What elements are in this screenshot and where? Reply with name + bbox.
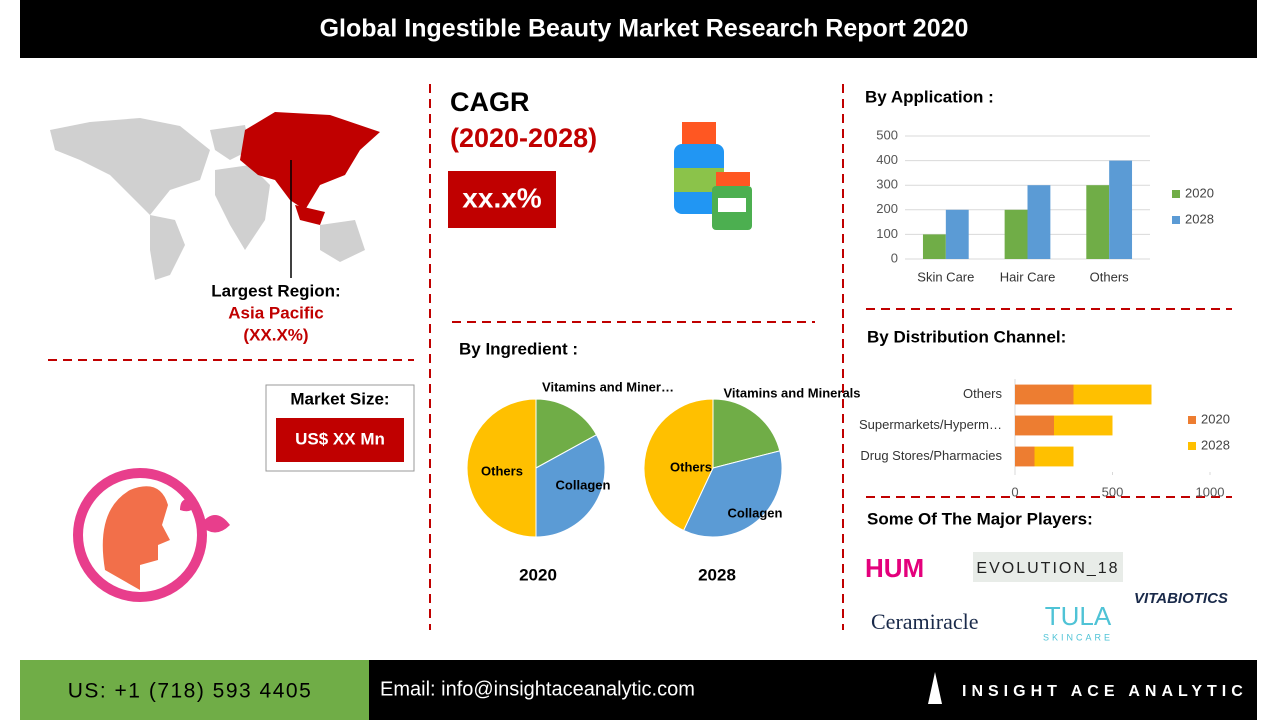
y-tick-label: Others	[963, 386, 1003, 401]
x-tick-label: Others	[1090, 269, 1130, 284]
cagr-period: (2020-2028)	[450, 123, 597, 153]
x-tick-label: 500	[1102, 484, 1124, 499]
footer-bg	[369, 660, 1257, 720]
pie-slice	[466, 398, 537, 538]
y-tick-label: 0	[891, 250, 898, 265]
pie-title: 2020	[519, 565, 557, 584]
cagr-label: CAGR	[450, 87, 530, 117]
market-size-label: Market Size:	[290, 389, 389, 408]
pie-slice	[535, 398, 598, 469]
bar	[1004, 209, 1028, 259]
section-title: By Ingredient :	[459, 339, 578, 358]
bar	[1109, 160, 1133, 259]
footer-brand: INSIGHT ACE ANALYTIC	[962, 683, 1248, 700]
slice-label: Collagen	[728, 505, 783, 520]
cagr-value: xx.x%	[462, 182, 541, 213]
pie-slice	[535, 434, 606, 538]
pie-slice	[712, 398, 781, 469]
bar	[1073, 384, 1152, 405]
player-logo: Ceramiracle	[871, 609, 979, 634]
bottle-icon	[674, 122, 752, 230]
slice-label: Vitamins and Minerals	[723, 385, 860, 400]
pie-title: 2028	[698, 565, 736, 584]
y-tick-label: 200	[876, 201, 898, 216]
x-tick-label: 0	[1011, 484, 1018, 499]
y-tick-label: Drug Stores/Pharmacies	[860, 448, 1002, 463]
x-tick-label: Skin Care	[917, 269, 974, 284]
legend-label: 2028	[1201, 437, 1230, 452]
slice-label: Others	[481, 463, 523, 478]
pie-slice	[643, 398, 714, 532]
bar	[945, 209, 969, 259]
beauty-logo	[73, 468, 230, 602]
x-tick-label: Hair Care	[1000, 269, 1056, 284]
legend-label: 2020	[1201, 411, 1230, 426]
y-tick-label: 400	[876, 152, 898, 167]
bar	[1034, 446, 1074, 467]
player-badge	[973, 552, 1123, 582]
player-logo: TULA	[1045, 601, 1112, 631]
y-tick-label: Supermarkets/Hyperm…	[859, 417, 1002, 432]
region-name: Asia Pacific	[228, 303, 323, 322]
slice-label: Vitamins and Miner…	[542, 379, 674, 394]
player-logo: VITABIOTICS	[1134, 590, 1228, 607]
header-bar	[20, 0, 1257, 58]
y-tick-label: 100	[876, 226, 898, 241]
pie-slice	[682, 450, 783, 538]
region-label: Largest Region:	[211, 281, 340, 300]
footer-phone: US: +1 (718) 593 4405	[68, 680, 313, 703]
bar	[1015, 446, 1035, 467]
x-tick-label: 1000	[1196, 484, 1225, 499]
bar	[1054, 415, 1113, 436]
bar	[1027, 185, 1051, 259]
section-title: By Application :	[865, 87, 994, 106]
player-logo: SKINCARE	[1043, 632, 1113, 642]
legend-label: 2028	[1185, 211, 1214, 226]
legend-label: 2020	[1185, 185, 1214, 200]
player-logo: HUM	[865, 553, 924, 583]
y-tick-label: 300	[876, 177, 898, 192]
title: Global Ingestible Beauty Market Research…	[320, 15, 969, 43]
slice-label: Others	[670, 459, 712, 474]
bar	[1015, 384, 1074, 405]
legend-swatch	[1172, 216, 1180, 224]
bar	[1086, 185, 1110, 259]
y-tick-label: 500	[876, 127, 898, 142]
region-share: (XX.X%)	[243, 325, 308, 344]
bar	[922, 234, 946, 259]
legend-swatch	[1172, 190, 1180, 198]
section-title: Some Of The Major Players:	[867, 509, 1093, 528]
world-map	[50, 112, 380, 280]
legend-swatch	[1188, 442, 1196, 450]
legend-swatch	[1188, 416, 1196, 424]
footer-email: Email: info@insightaceanalytic.com	[380, 678, 695, 700]
bar	[1015, 415, 1054, 436]
player-logo: EVOLUTION_18	[976, 560, 1119, 577]
footer-phone-bg	[20, 660, 369, 720]
cagr-badge	[448, 171, 556, 228]
brand-icon	[928, 672, 942, 704]
slice-label: Collagen	[556, 477, 611, 492]
market-size-badge	[276, 418, 404, 462]
section-title: By Distribution Channel:	[867, 327, 1066, 346]
market-size-value: US$ XX Mn	[295, 429, 385, 448]
